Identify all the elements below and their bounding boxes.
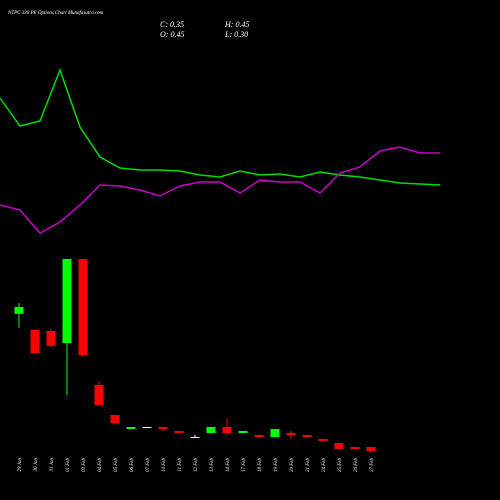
- x-tick-label: 29 Jan: [18, 458, 23, 472]
- ohlc-label: C: 0.35: [160, 20, 184, 29]
- candle-body: [206, 427, 216, 433]
- line-series: [0, 67, 441, 186]
- candle-body: [318, 439, 328, 441]
- candle-body: [190, 437, 200, 438]
- x-tick-label: 20 Feb: [290, 458, 295, 473]
- candle-body: [286, 433, 296, 435]
- candle-body: [46, 331, 56, 346]
- candle-body: [78, 259, 88, 355]
- x-tick-label: 27 Feb: [370, 458, 375, 473]
- candle-body: [158, 427, 168, 429]
- candle-body: [62, 259, 72, 343]
- ohlc-label: H: 0.45: [224, 20, 249, 29]
- candle-body: [14, 307, 24, 314]
- candle-body: [126, 427, 136, 429]
- candle-body: [334, 443, 344, 449]
- candle-body: [30, 329, 40, 353]
- ohlc-label: O: 0.45: [160, 30, 184, 39]
- chart-title: NTPC 330 PE Options Chart Munafasutra.co…: [7, 11, 104, 16]
- candle-body: [238, 431, 248, 433]
- x-tick-label: 18 Feb: [258, 458, 263, 473]
- x-tick-label: 01 Feb: [66, 458, 71, 473]
- x-tick-label: 11 Feb: [178, 458, 183, 472]
- candle-body: [94, 385, 104, 405]
- x-tick-label: 14 Feb: [226, 458, 231, 473]
- x-tick-label: 05 Feb: [114, 458, 119, 473]
- ohlc-label: L: 0.30: [224, 30, 248, 39]
- candle-body: [222, 427, 232, 433]
- candle-body: [142, 427, 152, 428]
- x-tick-label: 25 Feb: [338, 458, 343, 473]
- candle-body: [174, 431, 184, 433]
- x-tick-label: 04 Feb: [98, 458, 103, 473]
- line-series: [0, 146, 440, 234]
- x-tick-label: 30 Jan: [34, 458, 39, 472]
- x-tick-label: 03 Feb: [82, 458, 87, 473]
- x-tick-label: 26 Feb: [354, 458, 359, 473]
- candle-body: [270, 429, 280, 437]
- x-tick-label: 21 Feb: [306, 458, 311, 473]
- x-tick-label: 13 Feb: [210, 458, 215, 473]
- x-tick-label: 31 Jan: [50, 458, 55, 472]
- candle-body: [110, 415, 120, 423]
- x-tick-label: 24 Feb: [322, 458, 327, 473]
- candle-body: [254, 435, 264, 437]
- candle-body: [350, 447, 360, 449]
- x-tick-label: 07 Feb: [146, 458, 151, 473]
- x-tick-label: 10 Feb: [162, 458, 167, 473]
- x-tick-label: 19 Feb: [274, 458, 279, 473]
- x-tick-label: 17 Feb: [242, 458, 247, 473]
- x-tick-label: 12 Feb: [194, 458, 199, 473]
- candle-body: [302, 435, 312, 437]
- x-tick-label: 06 Feb: [130, 458, 135, 473]
- candle-body: [366, 447, 376, 451]
